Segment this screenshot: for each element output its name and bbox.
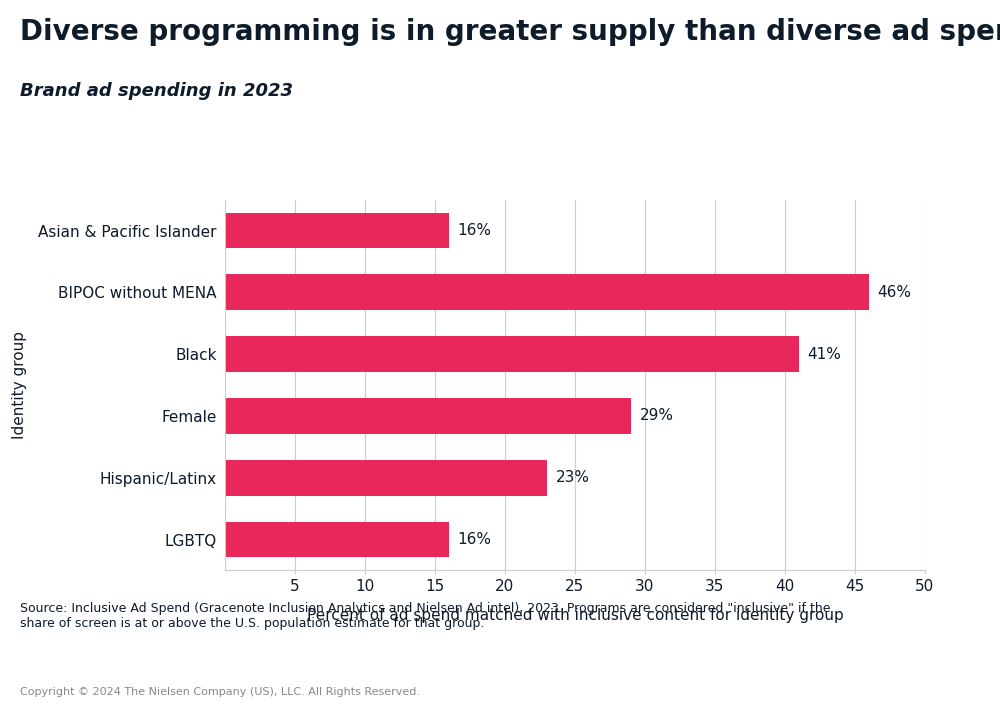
Text: 23%: 23% — [555, 470, 589, 486]
X-axis label: Percent of ad spend matched with inclusive content for identity group: Percent of ad spend matched with inclusi… — [307, 608, 843, 623]
Bar — [225, 522, 449, 558]
Bar — [225, 460, 547, 496]
Bar — [225, 398, 631, 434]
Bar — [225, 275, 869, 310]
Text: 41%: 41% — [807, 347, 841, 361]
Bar — [225, 337, 799, 372]
Y-axis label: Identity group: Identity group — [12, 331, 27, 439]
Text: 29%: 29% — [639, 409, 673, 424]
Text: Diverse programming is in greater supply than diverse ad spending: Diverse programming is in greater supply… — [20, 18, 1000, 46]
Text: 46%: 46% — [877, 284, 911, 300]
Text: 16%: 16% — [457, 532, 491, 547]
Text: Copyright © 2024 The Nielsen Company (US), LLC. All Rights Reserved.: Copyright © 2024 The Nielsen Company (US… — [20, 687, 420, 697]
Bar — [225, 212, 449, 248]
Text: Brand ad spending in 2023: Brand ad spending in 2023 — [20, 82, 293, 100]
Text: 16%: 16% — [457, 223, 491, 238]
Text: Source: Inclusive Ad Spend (Gracenote Inclusion Analytics and Nielsen Ad intel),: Source: Inclusive Ad Spend (Gracenote In… — [20, 602, 830, 630]
